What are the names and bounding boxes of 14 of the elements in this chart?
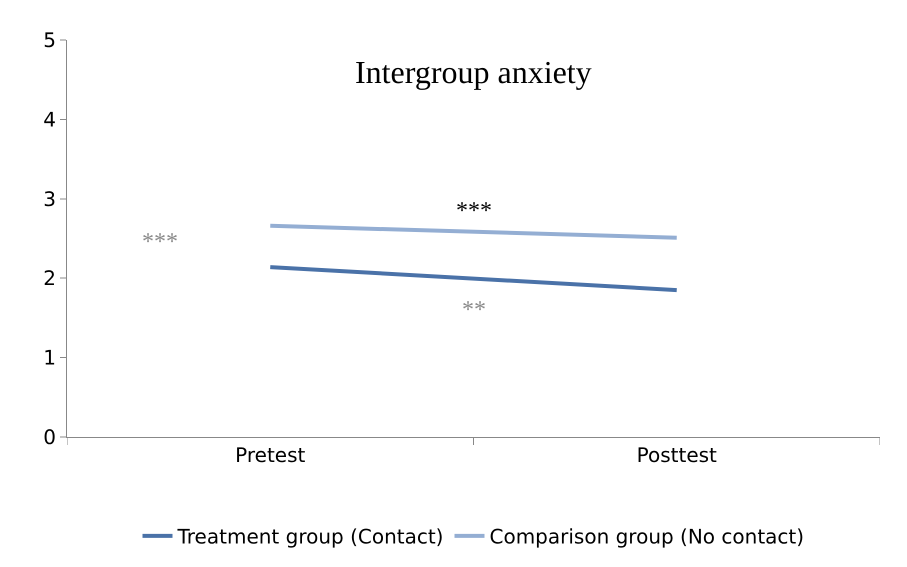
annotation: ** xyxy=(462,297,486,323)
annotation: *** xyxy=(456,198,492,224)
y-tick-label: 2 xyxy=(43,266,56,290)
y-tick-label: 0 xyxy=(43,425,56,449)
chart-title: Intergroup anxiety xyxy=(355,54,592,90)
x-tick-label: Pretest xyxy=(235,443,306,467)
x-tick-label: Posttest xyxy=(636,443,718,467)
y-tick-label: 5 xyxy=(43,28,56,52)
annotation: *** xyxy=(142,229,178,255)
legend-label: Comparison group (No contact) xyxy=(490,524,804,549)
y-tick-label: 4 xyxy=(43,107,56,132)
y-tick-label: 3 xyxy=(43,186,56,211)
y-tick-label: 1 xyxy=(43,346,56,370)
legend-label: Treatment group (Contact) xyxy=(176,524,444,549)
